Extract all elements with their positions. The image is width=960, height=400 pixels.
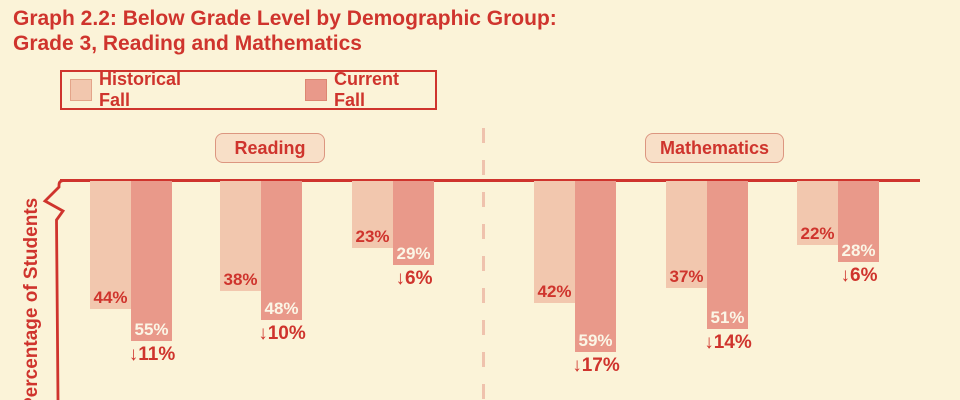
historical-bar: 42% bbox=[534, 181, 575, 303]
section-divider-dashed-line bbox=[482, 128, 485, 400]
chart-title-line1: Graph 2.2: Below Grade Level by Demograp… bbox=[13, 7, 557, 30]
legend-item-historical: Historical Fall bbox=[70, 69, 217, 111]
historical-bar: 37% bbox=[666, 181, 707, 288]
change-label: ↓6% bbox=[395, 268, 433, 289]
legend-label-historical: Historical Fall bbox=[99, 69, 182, 110]
legend: Historical Fall Current Fall bbox=[60, 69, 437, 111]
chart-title: Graph 2.2: Below Grade Level by Demograp… bbox=[13, 6, 557, 56]
change-label: ↓14% bbox=[704, 332, 752, 353]
y-axis-with-break-mark bbox=[42, 179, 66, 400]
historical-value-label: 38% bbox=[223, 270, 258, 289]
current-value-label: 59% bbox=[578, 331, 613, 350]
historical-value-label: 42% bbox=[537, 282, 572, 301]
historical-bar: 38% bbox=[220, 181, 261, 291]
legend-label-current: Current Fall bbox=[334, 69, 400, 110]
chart-title-line2: Grade 3, Reading and Mathematics bbox=[13, 32, 362, 55]
historical-bar: 23% bbox=[352, 181, 393, 248]
historical-bar: 22% bbox=[797, 181, 838, 245]
current-bar: 55% bbox=[131, 181, 172, 341]
current-bar: 51% bbox=[707, 181, 748, 329]
legend-item-current: Current Fall bbox=[305, 69, 435, 111]
current-bar: 48% bbox=[261, 181, 302, 320]
change-label: ↓17% bbox=[572, 355, 620, 376]
y-axis-title: Percentage of Students bbox=[21, 197, 42, 400]
section-label-reading: Reading bbox=[215, 133, 325, 163]
current-bar: 59% bbox=[575, 181, 616, 352]
current-value-label: 55% bbox=[134, 320, 169, 339]
historical-bar: 44% bbox=[90, 181, 131, 309]
section-label-mathematics: Mathematics bbox=[645, 133, 784, 163]
current-value-label: 48% bbox=[264, 299, 299, 318]
current-value-label: 28% bbox=[841, 241, 876, 260]
current-bar: 28% bbox=[838, 181, 879, 262]
current-value-label: 51% bbox=[710, 308, 745, 327]
historical-value-label: 22% bbox=[800, 224, 835, 243]
historical-value-label: 44% bbox=[93, 288, 128, 307]
historical-value-label: 37% bbox=[669, 267, 704, 286]
change-label: ↓10% bbox=[258, 323, 306, 344]
change-label: ↓11% bbox=[128, 344, 176, 365]
historical-value-label: 23% bbox=[355, 227, 390, 246]
current-swatch bbox=[305, 79, 328, 101]
current-value-label: 29% bbox=[396, 244, 431, 263]
x-axis-line bbox=[60, 179, 920, 182]
historical-swatch bbox=[70, 79, 92, 101]
current-bar: 29% bbox=[393, 181, 434, 265]
change-label: ↓6% bbox=[840, 265, 878, 286]
